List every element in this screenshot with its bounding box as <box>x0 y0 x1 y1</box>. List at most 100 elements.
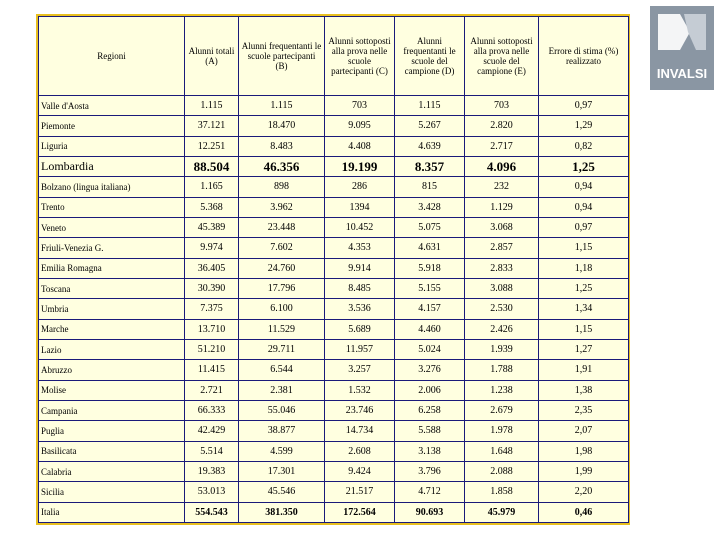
value-cell: 0,46 <box>538 501 629 524</box>
value-cell: 3.536 <box>324 298 395 320</box>
value-cell: 1,91 <box>538 359 629 381</box>
table-row: Puglia 42.429 38.877 14.734 5.588 1.978 2,07 <box>38 420 629 442</box>
region-cell: Emilia Romagna <box>38 257 185 279</box>
header-cell: Alunni sottoposti alla prova nelle scuol… <box>464 16 539 96</box>
header-row: Regioni Alunni totali (A) Alunni frequenta… <box>38 16 629 96</box>
value-cell: 13.710 <box>184 318 239 340</box>
value-cell: 36.405 <box>184 257 239 279</box>
value-cell: 172.564 <box>324 501 395 524</box>
value-cell: 3.276 <box>394 359 465 381</box>
value-cell: 5.024 <box>394 338 465 361</box>
value-cell: 6.544 <box>238 359 325 381</box>
value-cell: 703 <box>464 94 539 117</box>
value-cell: 2.679 <box>464 399 539 422</box>
value-cell: 23.448 <box>238 216 325 239</box>
table-row: Liguria 12.251 8.483 4.408 4.639 2.717 0,82 <box>38 135 629 157</box>
value-cell: 1,18 <box>538 257 629 279</box>
value-cell: 29.711 <box>238 338 325 361</box>
table-row: Abruzzo 11.415 6.544 3.257 3.276 1.788 1,91 <box>38 359 629 381</box>
value-cell: 1.858 <box>464 481 539 503</box>
value-cell: 1,15 <box>538 318 629 340</box>
region-cell: Calabria <box>38 460 185 483</box>
value-cell: 3.257 <box>324 359 395 381</box>
value-cell: 7.602 <box>238 237 325 259</box>
value-cell: 2.608 <box>324 440 395 462</box>
value-cell: 0,94 <box>538 196 629 218</box>
value-cell: 6.100 <box>238 298 325 320</box>
value-cell: 232 <box>464 176 539 198</box>
region-cell: Trento <box>38 196 185 218</box>
table-row: Calabria 19.383 17.301 9.424 3.796 2.088 1,99 <box>38 460 629 483</box>
value-cell: 2.833 <box>464 257 539 279</box>
value-cell: 1.115 <box>184 94 239 117</box>
table-row: Veneto 45.389 23.448 10.452 5.075 3.068 0,97 <box>38 216 629 239</box>
value-cell: 1,27 <box>538 338 629 361</box>
region-cell: Toscana <box>38 277 185 300</box>
value-cell: 53.013 <box>184 481 239 503</box>
value-cell: 5.588 <box>394 420 465 442</box>
region-cell: Sicilia <box>38 481 185 503</box>
value-cell: 5.689 <box>324 318 395 340</box>
region-cell: Veneto <box>38 216 185 239</box>
table-row: Trento 5.368 3.962 1394 3.428 1.129 0,94 <box>38 196 629 218</box>
value-cell: 1.115 <box>394 94 465 117</box>
region-cell: Bolzano (lingua italiana) <box>38 176 185 198</box>
logo: INVALSI <box>650 6 714 90</box>
value-cell: 4.157 <box>394 298 465 320</box>
value-cell: 1,99 <box>538 460 629 483</box>
value-cell: 4.096 <box>464 155 539 178</box>
value-cell: 38.877 <box>238 420 325 442</box>
region-cell: Lazio <box>38 338 185 361</box>
value-cell: 3.088 <box>464 277 539 300</box>
value-cell: 1.129 <box>464 196 539 218</box>
value-cell: 1.165 <box>184 176 239 198</box>
value-cell: 2.721 <box>184 379 239 401</box>
header-cell: Alunni frequentanti le scuole del campio… <box>394 16 465 96</box>
value-cell: 0,82 <box>538 135 629 157</box>
value-cell: 14.734 <box>324 420 395 442</box>
value-cell: 4.599 <box>238 440 325 462</box>
value-cell: 815 <box>394 176 465 198</box>
value-cell: 3.138 <box>394 440 465 462</box>
value-cell: 1,25 <box>538 277 629 300</box>
value-cell: 5.267 <box>394 115 465 137</box>
value-cell: 1.648 <box>464 440 539 462</box>
table-row: Basilicata 5.514 4.599 2.608 3.138 1.648 1,98 <box>38 440 629 462</box>
value-cell: 0,97 <box>538 94 629 117</box>
value-cell: 12.251 <box>184 135 239 157</box>
region-cell: Liguria <box>38 135 185 157</box>
table-row: Sicilia 53.013 45.546 21.517 4.712 1.858 2,20 <box>38 481 629 503</box>
logo-shape <box>658 14 690 50</box>
table-row: Emilia Romagna 36.405 24.760 9.914 5.918 2.83… <box>38 257 629 279</box>
value-cell: 19.383 <box>184 460 239 483</box>
value-cell: 2.088 <box>464 460 539 483</box>
value-cell: 18.470 <box>238 115 325 137</box>
value-cell: 1,15 <box>538 237 629 259</box>
value-cell: 1.238 <box>464 379 539 401</box>
table-row: Campania 66.333 55.046 23.746 6.258 2.679 2,35 <box>38 399 629 422</box>
value-cell: 381.350 <box>238 501 325 524</box>
region-cell: Abruzzo <box>38 359 185 381</box>
value-cell: 2.006 <box>394 379 465 401</box>
value-cell: 554.543 <box>184 501 239 524</box>
value-cell: 37.121 <box>184 115 239 137</box>
value-cell: 703 <box>324 94 395 117</box>
region-cell: Molise <box>38 379 185 401</box>
value-cell: 46.356 <box>238 155 325 178</box>
value-cell: 23.746 <box>324 399 395 422</box>
value-cell: 7.375 <box>184 298 239 320</box>
value-cell: 3.428 <box>394 196 465 218</box>
value-cell: 21.517 <box>324 481 395 503</box>
table-row: Valle d'Aosta 1.115 1.115 703 1.115 703 0,97 <box>38 94 629 117</box>
value-cell: 1,25 <box>538 155 629 178</box>
header-cell: Alunni sottoposti alla prova nelle scuol… <box>324 16 395 96</box>
value-cell: 0,97 <box>538 216 629 239</box>
value-cell: 8.485 <box>324 277 395 300</box>
table-row: Umbria 7.375 6.100 3.536 4.157 2.530 1,34 <box>38 298 629 320</box>
value-cell: 2,20 <box>538 481 629 503</box>
value-cell: 17.796 <box>238 277 325 300</box>
header-cell: Alunni totali (A) <box>184 16 239 96</box>
value-cell: 1.939 <box>464 338 539 361</box>
value-cell: 55.046 <box>238 399 325 422</box>
